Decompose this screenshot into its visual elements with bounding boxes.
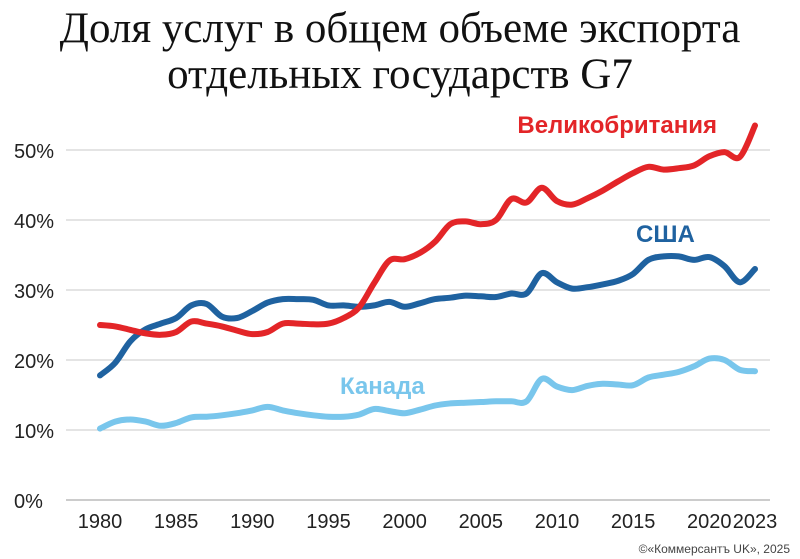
x-tick-label: 1995 xyxy=(306,511,351,533)
y-tick-label: 40% xyxy=(14,211,54,233)
y-tick-label: 0% xyxy=(14,491,43,513)
series-label-canada: Канада xyxy=(340,373,425,400)
x-tick-label: 1990 xyxy=(230,511,275,533)
x-tick-label: 1980 xyxy=(78,511,123,533)
y-tick-label: 50% xyxy=(14,141,54,163)
x-tick-label: 1985 xyxy=(154,511,199,533)
series-label-usa: США xyxy=(636,221,695,248)
series-lines xyxy=(97,122,758,432)
x-tick-label: 2000 xyxy=(382,511,427,533)
x-axis-labels: 1980 1985 1990 1995 2000 2005 2010 2015 2020 2023 xyxy=(78,511,778,533)
y-tick-label: 20% xyxy=(14,351,54,373)
gridlines xyxy=(66,149,770,501)
y-axis-labels: 0% 10% 20% 30% 40% 50% xyxy=(14,141,54,513)
chart-title-line2: отдельных государств G7 xyxy=(167,51,633,98)
credit-text: ©«Коммерсантъ UK», 2025 xyxy=(638,542,790,556)
x-tick-label: 2010 xyxy=(535,511,580,533)
x-tick-label: 2023 xyxy=(733,511,778,533)
y-tick-label: 30% xyxy=(14,281,54,303)
x-tick-label: 2015 xyxy=(611,511,656,533)
x-tick-label: 2020 xyxy=(687,511,732,533)
series-label-uk: Великобритания xyxy=(517,112,717,139)
series-line-canada xyxy=(97,355,758,432)
chart-title: Доля услуг в общем объеме экспорта отдел… xyxy=(0,6,800,98)
y-tick-label: 10% xyxy=(14,421,54,443)
series-line-uk xyxy=(97,122,758,338)
x-tick-label: 2005 xyxy=(459,511,504,533)
chart-title-line1: Доля услуг в общем объеме экспорта xyxy=(59,5,741,52)
series-line-usa xyxy=(97,252,758,379)
